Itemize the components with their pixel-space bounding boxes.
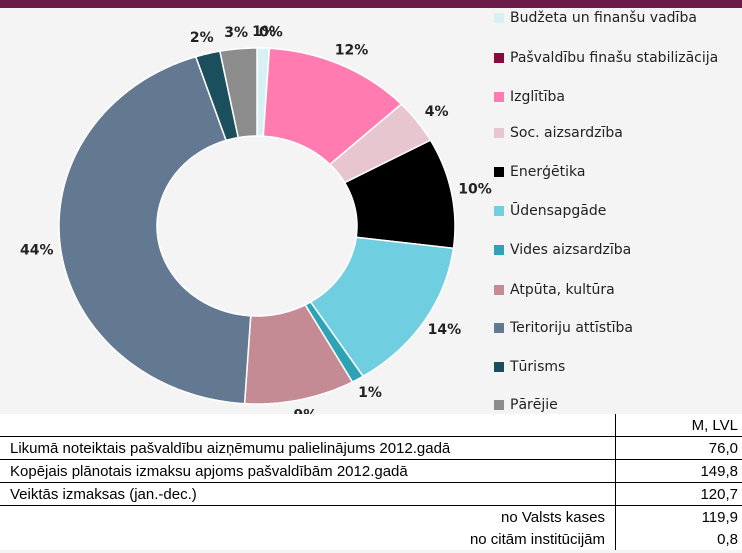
legend-swatch <box>494 245 504 255</box>
table-corner <box>0 414 616 437</box>
legend-swatch <box>494 285 504 295</box>
row-label: no Valsts kases <box>501 508 605 526</box>
row-label: no citām institūcijām <box>469 530 605 548</box>
legend-swatch <box>494 92 504 102</box>
title-band <box>0 0 742 8</box>
legend-label: Pašvaldību finašu stabilizācija <box>510 50 719 66</box>
data-label: 0% <box>259 24 283 40</box>
legend-label: Vides aizsardzība <box>510 242 632 258</box>
table: M, LVL Likumā noteiktais pašvaldību aizņ… <box>0 414 742 550</box>
row-value: 120,7 <box>615 482 742 506</box>
table-header: M, LVL <box>615 414 742 437</box>
legend-entry: Pašvaldību finašu stabilizācija <box>494 49 735 67</box>
legend-label: Soc. aizsardzība <box>510 125 623 141</box>
row-value: 119,9 <box>615 505 742 528</box>
legend-entry: Budžeta un finanšu vadība <box>494 9 735 27</box>
legend-entry: Atpūta, kultūra <box>494 281 735 299</box>
legend-label: Teritoriju attīstība <box>510 320 633 336</box>
table-row: no citām institūcijām 0,8 <box>0 528 742 550</box>
row-value: 149,8 <box>615 459 742 483</box>
donut-segment <box>219 47 258 139</box>
legend-entry: Vides aizsardzība <box>494 241 735 259</box>
legend-swatch <box>494 323 504 333</box>
chart: 1%0%12%4%10%14%1%9%44%2%3% <box>20 24 492 414</box>
row-label: Veiktās izmaksas (jan.-dec.) <box>0 482 616 506</box>
legend-swatch <box>494 13 504 23</box>
legend-entry: Ūdensapgāde <box>494 202 735 220</box>
legend-label: Enerģētika <box>510 164 586 180</box>
legend-label: Atpūta, kultūra <box>510 282 615 298</box>
data-label: 12% <box>335 42 369 58</box>
legend-entry: Soc. aizsardzība <box>494 124 735 142</box>
legend-entry: Pārējie <box>494 396 735 414</box>
data-label: 44% <box>20 242 54 258</box>
legend-swatch <box>494 400 504 410</box>
legend-label: Pārējie <box>510 397 558 413</box>
legend-entry: Tūrisms <box>494 358 735 376</box>
data-label: 1% <box>358 385 382 401</box>
legend-entry: Enerģētika <box>494 163 735 181</box>
data-label: 1% <box>252 24 276 40</box>
table-row: no Valsts kases 119,9 <box>0 505 742 528</box>
data-label: 10% <box>458 182 492 198</box>
legend-entry: Izglītība <box>494 88 735 106</box>
data-label: 2% <box>190 30 214 46</box>
data-label: 14% <box>428 322 462 338</box>
legend-swatch <box>494 53 504 63</box>
legend-swatch <box>494 167 504 177</box>
table-row: Kopējais plānotais izmaksu apjoms pašval… <box>0 459 742 483</box>
row-value: 0,8 <box>615 528 742 550</box>
data-label: 4% <box>425 104 449 120</box>
row-value: 76,0 <box>615 436 742 460</box>
data-label: 9% <box>294 407 318 414</box>
legend-swatch <box>494 206 504 216</box>
row-label: Likumā noteiktais pašvaldību aizņēmumu p… <box>0 436 616 460</box>
table-row: Veiktās izmaksas (jan.-dec.) 120,7 <box>0 482 742 506</box>
legend-label: Izglītība <box>510 89 565 105</box>
row-label: Kopējais plānotais izmaksu apjoms pašval… <box>0 459 616 483</box>
legend-label: Ūdensapgāde <box>510 203 607 219</box>
legend-label: Budžeta un finanšu vadība <box>510 10 697 26</box>
data-label: 3% <box>224 25 248 41</box>
legend-entry: Teritoriju attīstība <box>494 319 735 337</box>
legend-label: Tūrisms <box>510 359 566 375</box>
legend-swatch <box>494 128 504 138</box>
legend-swatch <box>494 362 504 372</box>
table-row: Likumā noteiktais pašvaldību aizņēmumu p… <box>0 436 742 460</box>
